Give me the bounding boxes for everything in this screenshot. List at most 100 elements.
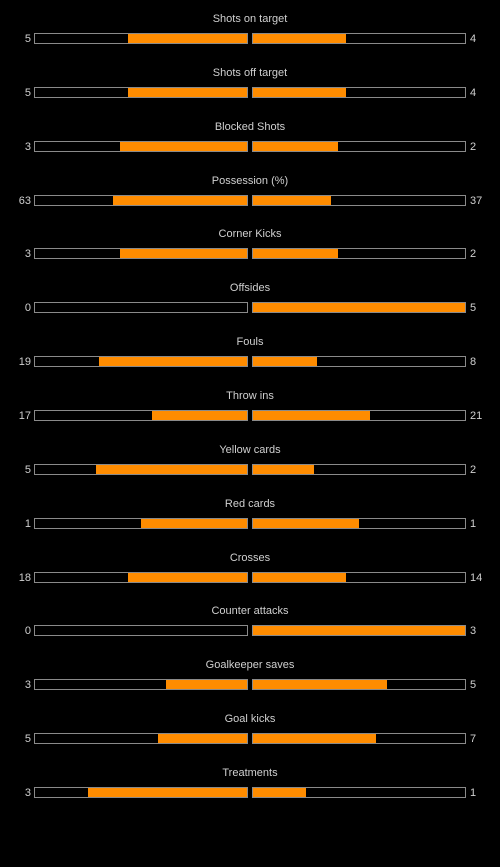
- home-bar-fill: [141, 519, 247, 528]
- away-bar-track: [252, 572, 466, 583]
- home-value: 19: [18, 356, 31, 368]
- stat-row-treatments: Treatments 3 1: [0, 766, 500, 806]
- away-bar-fill: [253, 788, 306, 797]
- stat-row-goalkeeper-saves: Goalkeeper saves 3 5: [0, 658, 500, 698]
- away-bar-fill: [253, 680, 387, 689]
- away-value: 5: [470, 679, 477, 691]
- home-bar-fill: [96, 465, 247, 474]
- home-bar-track: [34, 248, 248, 259]
- stat-label: Yellow cards: [219, 444, 281, 456]
- away-value: 4: [470, 33, 477, 45]
- away-bar-track: [252, 248, 466, 259]
- home-value: 18: [18, 572, 31, 584]
- home-bar-fill: [88, 788, 247, 797]
- home-bar-fill: [98, 357, 247, 366]
- away-value: 8: [470, 356, 477, 368]
- home-value: 3: [24, 787, 31, 799]
- away-bar-track: [252, 356, 466, 367]
- home-bar-fill: [157, 734, 247, 743]
- stat-row-shots-off-target: Shots off target 5 4: [0, 66, 500, 106]
- away-value: 21: [470, 410, 483, 422]
- away-bar-track: [252, 733, 466, 744]
- home-value: 3: [24, 248, 31, 260]
- home-bar-fill: [166, 680, 247, 689]
- home-bar-track: [34, 87, 248, 98]
- home-bar-fill: [119, 249, 247, 258]
- away-bar-track: [252, 195, 466, 206]
- away-bar-track: [252, 33, 466, 44]
- away-bar-fill: [253, 196, 332, 205]
- stat-label: Goalkeeper saves: [205, 659, 295, 671]
- stat-row-red-cards: Red cards 1 1: [0, 497, 500, 537]
- stat-label: Crosses: [229, 552, 271, 564]
- home-value: 5: [24, 733, 31, 745]
- home-bar-track: [34, 464, 248, 475]
- away-value: 5: [470, 302, 477, 314]
- away-value: 3: [470, 625, 477, 637]
- home-value: 1: [24, 518, 31, 530]
- home-value: 5: [24, 33, 31, 45]
- away-bar-fill: [253, 626, 465, 635]
- home-bar-track: [34, 787, 248, 798]
- home-bar-fill: [151, 411, 247, 420]
- home-bar-fill: [119, 142, 247, 151]
- home-bar-track: [34, 356, 248, 367]
- stat-label: Throw ins: [226, 390, 274, 402]
- stat-label: Shots on target: [212, 13, 288, 25]
- stat-label: Counter attacks: [211, 605, 289, 617]
- stat-row-offsides: Offsides 0 5: [0, 281, 500, 321]
- away-bar-fill: [253, 573, 347, 582]
- home-bar-track: [34, 410, 248, 421]
- home-bar-track: [34, 141, 248, 152]
- stat-label: Blocked Shots: [214, 121, 286, 133]
- stat-row-blocked-shots: Blocked Shots 3 2: [0, 120, 500, 160]
- away-bar-track: [252, 87, 466, 98]
- away-bar-track: [252, 625, 466, 636]
- home-bar-track: [34, 679, 248, 690]
- stat-label: Shots off target: [212, 67, 288, 79]
- stat-label: Goal kicks: [224, 713, 276, 725]
- home-value: 5: [24, 87, 31, 99]
- home-value: 63: [18, 195, 31, 207]
- home-value: 5: [24, 464, 31, 476]
- away-bar-track: [252, 410, 466, 421]
- home-value: 0: [24, 302, 31, 314]
- away-bar-fill: [253, 88, 347, 97]
- home-bar-fill: [128, 88, 247, 97]
- away-value: 7: [470, 733, 477, 745]
- home-bar-track: [34, 572, 248, 583]
- away-bar-track: [252, 141, 466, 152]
- stat-row-yellow-cards: Yellow cards 5 2: [0, 443, 500, 483]
- home-bar-track: [34, 302, 248, 313]
- stat-row-fouls: Fouls 19 8: [0, 335, 500, 375]
- away-bar-track: [252, 679, 466, 690]
- stat-row-possession: Possession (%) 63 37: [0, 174, 500, 214]
- home-bar-track: [34, 733, 248, 744]
- away-value: 1: [470, 518, 477, 530]
- away-bar-track: [252, 302, 466, 313]
- away-bar-fill: [253, 142, 338, 151]
- home-bar-fill: [113, 196, 247, 205]
- away-value: 2: [470, 141, 477, 153]
- away-bar-track: [252, 787, 466, 798]
- away-bar-track: [252, 518, 466, 529]
- home-value: 17: [18, 410, 31, 422]
- stat-row-corner-kicks: Corner Kicks 3 2: [0, 227, 500, 267]
- home-bar-track: [34, 33, 248, 44]
- away-bar-fill: [253, 465, 315, 474]
- away-bar-fill: [253, 734, 376, 743]
- stat-row-shots-on-target: Shots on target 5 4: [0, 12, 500, 52]
- home-bar-fill: [128, 34, 247, 43]
- away-value: 14: [470, 572, 483, 584]
- stat-row-throw-ins: Throw ins 17 21: [0, 389, 500, 429]
- away-bar-fill: [253, 34, 347, 43]
- away-value: 1: [470, 787, 477, 799]
- away-bar-fill: [253, 411, 370, 420]
- stat-row-goal-kicks: Goal kicks 5 7: [0, 712, 500, 752]
- stat-label: Red cards: [224, 498, 276, 510]
- stat-label: Fouls: [236, 336, 264, 348]
- stat-label: Treatments: [222, 767, 278, 779]
- home-bar-track: [34, 625, 248, 636]
- home-value: 0: [24, 625, 31, 637]
- home-value: 3: [24, 679, 31, 691]
